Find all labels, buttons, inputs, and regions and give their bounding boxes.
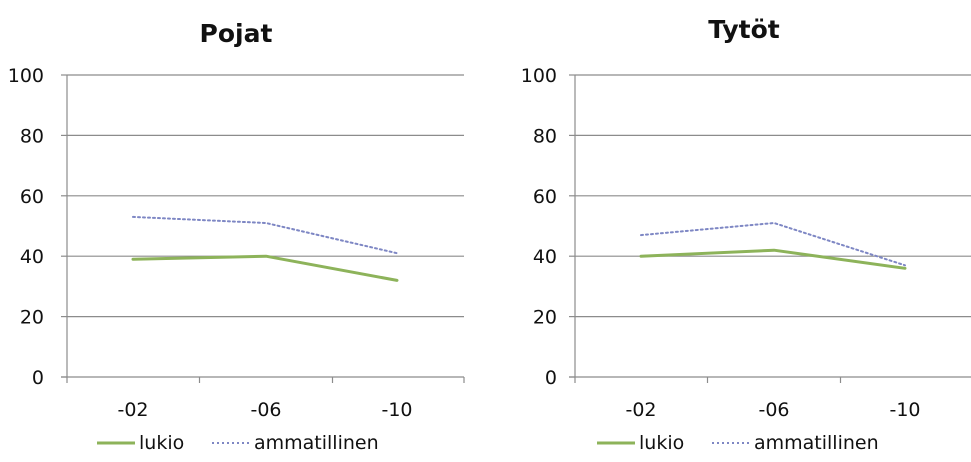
x-tick-label: -10 <box>381 399 412 421</box>
chart-tytot: Tytöt 0 20 40 60 80 100 -02 -06 -10 lukio ammatilli… <box>521 15 971 454</box>
y-tick-label: 40 <box>20 246 44 268</box>
y-tick-label: 100 <box>521 65 557 87</box>
y-tick-label: 0 <box>32 367 44 389</box>
y-tick-label: 60 <box>20 186 44 208</box>
y-tick-label: 60 <box>533 186 557 208</box>
x-tick-label: -10 <box>889 399 920 421</box>
legend-label-lukio: lukio <box>639 432 684 454</box>
legend-label-ammatillinen: ammatillinen <box>254 432 379 454</box>
y-tick-label: 0 <box>545 367 557 389</box>
y-tick-label: 80 <box>533 125 557 147</box>
chart-title: Pojat <box>200 19 273 48</box>
x-tick-label: -06 <box>250 399 281 421</box>
series-line-ammatillinen <box>132 215 398 255</box>
y-tick-label: 100 <box>8 65 44 87</box>
y-tick-label: 40 <box>533 246 557 268</box>
legend-label-ammatillinen: ammatillinen <box>754 432 879 454</box>
x-tick-label: -06 <box>758 399 789 421</box>
chart-title: Tytöt <box>708 15 780 44</box>
y-tick-label: 20 <box>533 307 557 329</box>
series-line-lukio <box>131 254 399 282</box>
series-line-lukio <box>639 248 907 270</box>
y-tick-label: 20 <box>20 307 44 329</box>
legend-label-lukio: lukio <box>139 432 184 454</box>
x-tick-label: -02 <box>625 399 656 421</box>
chart-pojat: Pojat 0 20 40 60 80 100 -02 -06 -10 lukio ammatilli… <box>8 19 465 454</box>
x-tick-label: -02 <box>117 399 148 421</box>
series-line-ammatillinen <box>640 222 906 267</box>
y-tick-label: 80 <box>20 125 44 147</box>
